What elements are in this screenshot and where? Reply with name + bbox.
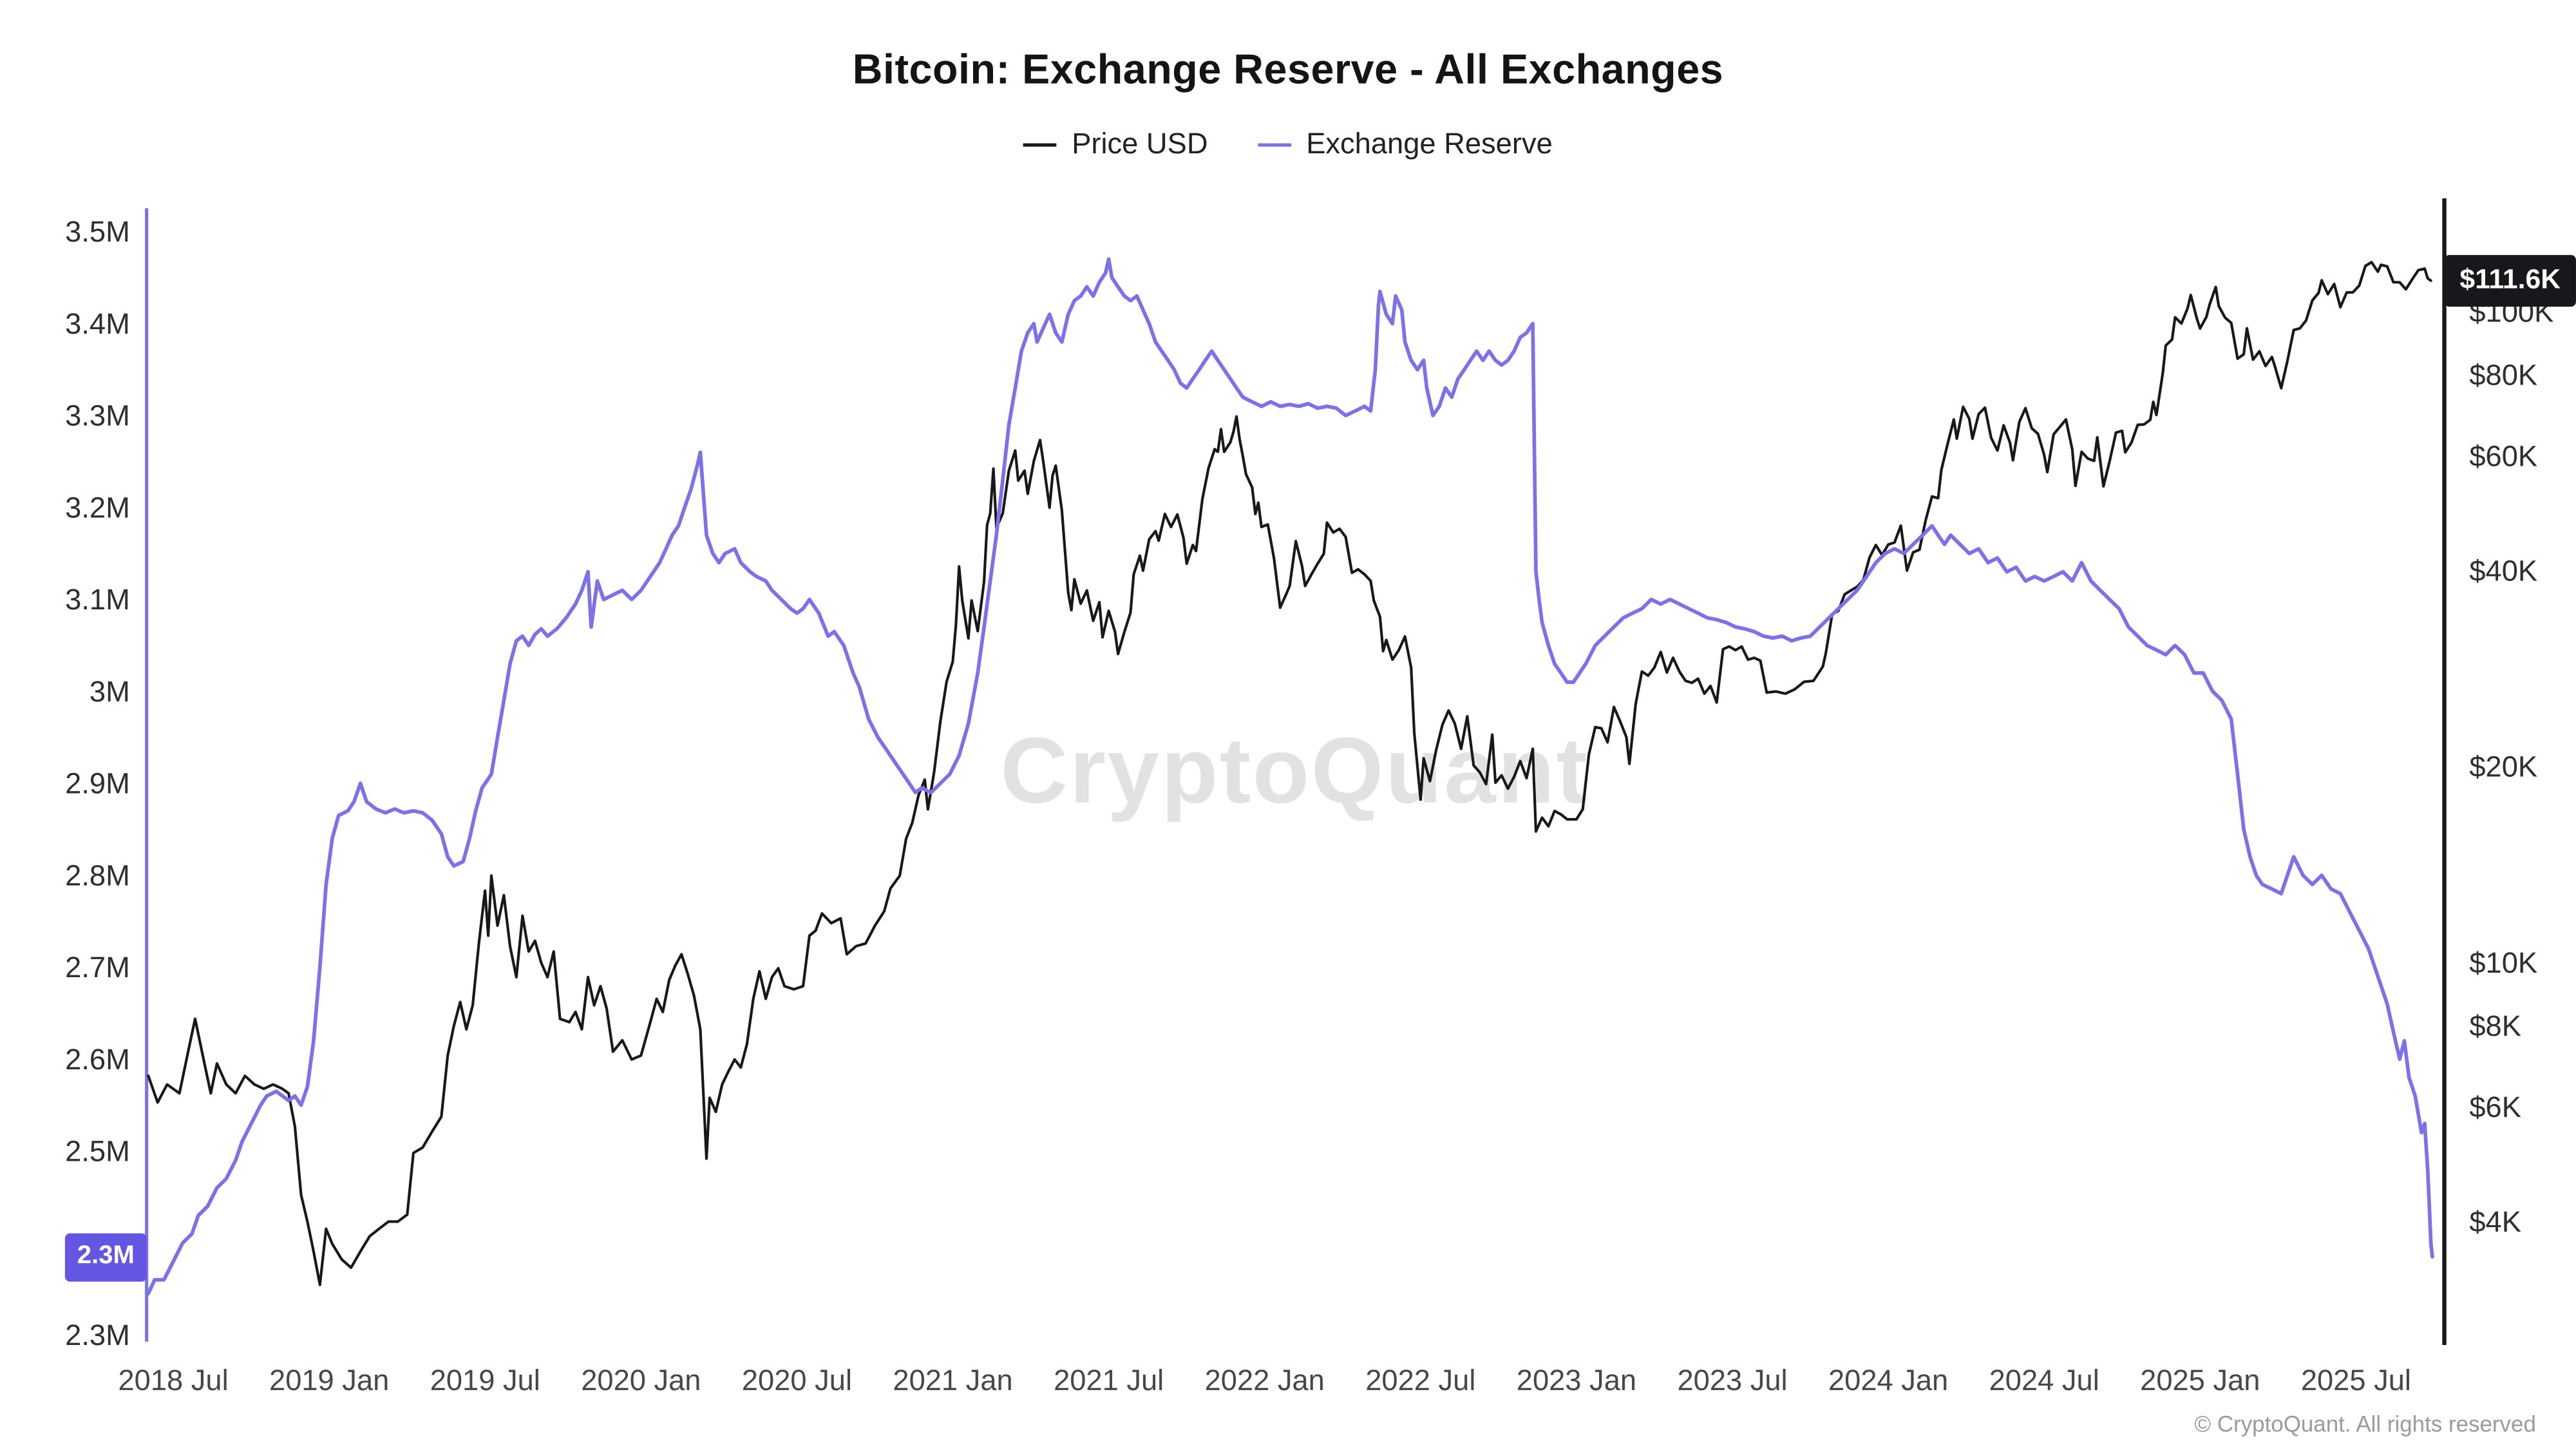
x-axis-tick-label: 2019 Jan [269, 1364, 389, 1397]
left-axis-tick-label: 2.8M [65, 859, 130, 892]
right-axis-tick-label: $80K [2469, 358, 2537, 391]
left-axis-tick-label: 3.1M [65, 583, 130, 616]
exchange-reserve-line[interactable] [146, 257, 2434, 1296]
right-axis-tick-label: $60K [2469, 440, 2537, 473]
copyright-text: © CryptoQuant. All rights reserved [2194, 1411, 2536, 1437]
legend-item-reserve[interactable]: Exchange Reserve [1258, 127, 1553, 162]
reserve-last-value-badge: 2.3M [64, 1232, 147, 1281]
x-axis-tick-label: 2024 Jul [1989, 1364, 2099, 1397]
legend-item-price[interactable]: Price USD [1023, 127, 1208, 162]
x-axis-tick-label: 2023 Jul [1677, 1364, 1787, 1397]
right-axis-tick-label: $6K [2469, 1091, 2521, 1123]
x-axis-tick-label: 2024 Jan [1828, 1364, 1948, 1397]
right-axis-tick-label: $4K [2469, 1205, 2521, 1238]
x-axis-tick-label: 2021 Jan [893, 1364, 1012, 1397]
left-axis-tick-label: 2.6M [65, 1043, 130, 1076]
x-axis-tick-label: 2018 Jul [118, 1364, 229, 1397]
x-axis-tick-label: 2025 Jul [2301, 1364, 2411, 1397]
legend: Price USD Exchange Reserve [0, 127, 2576, 162]
left-axis-tick-label: 2.5M [65, 1134, 130, 1167]
x-axis-tick-label: 2022 Jan [1205, 1364, 1325, 1397]
left-axis-tick-label: 2.3M [65, 1319, 130, 1351]
right-axis-tick-label: $20K [2469, 750, 2537, 783]
left-axis-tick-label: 3.3M [65, 399, 130, 432]
chart-title: Bitcoin: Exchange Reserve - All Exchange… [852, 46, 1724, 93]
price-usd-line[interactable] [147, 260, 2432, 1286]
reserve-line-swatch-icon [1258, 142, 1291, 146]
left-axis-tick-label: 3.5M [65, 215, 130, 248]
right-axis-tick-label: $8K [2469, 1009, 2521, 1042]
price-line-swatch-icon [1023, 142, 1057, 146]
left-axis-tick-label: 2.9M [65, 767, 130, 800]
cryptoquant-watermark: CryptoQuant [1000, 717, 1589, 823]
right-axis-tick-label: $40K [2469, 555, 2537, 587]
x-axis-tick-label: 2025 Jan [2140, 1364, 2260, 1397]
x-axis-tick-label: 2020 Jan [581, 1364, 701, 1397]
left-axis-tick-label: 3.4M [65, 307, 130, 340]
left-axis-tick-label: 3M [90, 675, 130, 708]
x-axis-tick-label: 2021 Jul [1054, 1364, 1164, 1397]
x-axis-tick-label: 2023 Jan [1517, 1364, 1636, 1397]
price-last-value-badge: $111.6K [2444, 254, 2576, 307]
x-axis-tick-label: 2022 Jul [1365, 1364, 1475, 1397]
legend-label-reserve: Exchange Reserve [1306, 126, 1553, 160]
left-axis-tick-label: 3.2M [65, 491, 130, 524]
x-axis-tick-label: 2020 Jul [742, 1364, 852, 1397]
legend-label-price: Price USD [1072, 126, 1208, 160]
left-axis-tick-label: 2.7M [65, 951, 130, 984]
x-axis-tick-label: 2019 Jul [430, 1364, 540, 1397]
right-axis-tick-label: $10K [2469, 946, 2537, 979]
